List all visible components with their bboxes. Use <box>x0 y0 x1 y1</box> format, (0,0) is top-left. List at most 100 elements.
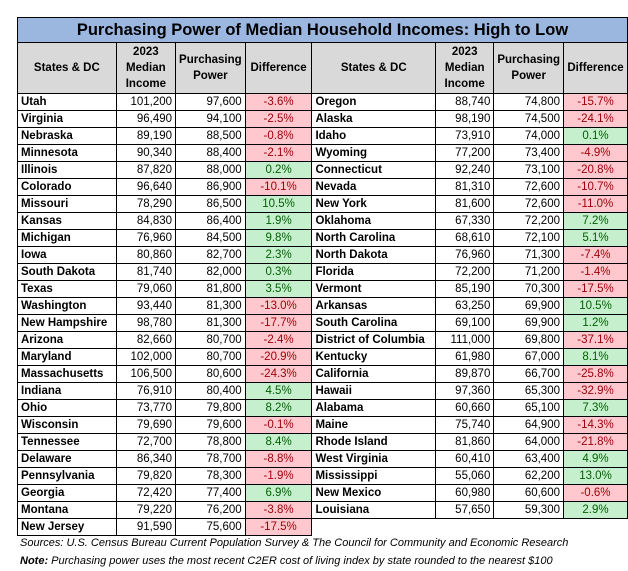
median-income: 89,870 <box>435 365 495 383</box>
purchasing-power: 88,000 <box>175 161 246 179</box>
median-income: 61,980 <box>435 348 495 366</box>
median-income: 79,060 <box>115 280 177 298</box>
median-income: 97,360 <box>435 382 495 400</box>
median-income: 87,820 <box>115 161 177 179</box>
state-name: New Mexico <box>311 484 437 502</box>
median-income: 78,290 <box>115 195 177 213</box>
median-income: 98,780 <box>115 314 177 332</box>
purchasing-power: 81,300 <box>175 314 246 332</box>
purchasing-power: 80,600 <box>175 365 246 383</box>
median-income: 67,330 <box>435 212 495 230</box>
difference: -3.8% <box>244 501 313 519</box>
purchasing-power: 88,500 <box>175 127 246 145</box>
difference: 4.9% <box>563 450 628 468</box>
table-row: Pennsylvania 79,820 78,300 -1.9% Mississippi… <box>17 467 628 485</box>
difference: -17.5% <box>563 280 628 298</box>
state-name: Nebraska <box>17 127 117 145</box>
difference: 3.5% <box>244 280 313 298</box>
median-income: 82,660 <box>115 331 177 349</box>
note-label: Note: <box>20 555 49 567</box>
table-row: South Dakota 81,740 82,000 0.3% Florida 72,20… <box>17 263 628 281</box>
purchasing-power: 69,900 <box>493 314 564 332</box>
median-income: 79,820 <box>115 467 177 485</box>
difference: 0.3% <box>244 263 313 281</box>
purchasing-power: 86,900 <box>175 178 246 196</box>
table-row: Maryland 102,000 80,700 -20.9% Kentucky 61,98… <box>17 348 628 366</box>
state-name: Arkansas <box>311 297 437 315</box>
median-income: 79,690 <box>115 416 177 434</box>
purchasing-power: 62,200 <box>493 467 564 485</box>
table-row: Georgia 72,420 77,400 6.9% New Mexico 60,980 6… <box>17 484 628 502</box>
difference: 5.1% <box>563 229 628 247</box>
header-median-income: 2023 Median Income <box>115 42 177 94</box>
purchasing-power: 71,200 <box>493 263 564 281</box>
difference: 1.9% <box>244 212 313 230</box>
note-text: Purchasing power uses the most recent C2… <box>48 555 553 567</box>
table-row: Illinois 87,820 88,000 0.2% Connecticut 92,24… <box>17 161 628 179</box>
purchasing-power: 81,300 <box>175 297 246 315</box>
state-name: South Dakota <box>17 263 117 281</box>
difference: -20.8% <box>563 161 628 179</box>
median-income: 88,740 <box>435 93 495 111</box>
state-name: Indiana <box>17 382 117 400</box>
state-name: Minnesota <box>17 144 117 162</box>
difference: 10.5% <box>244 195 313 213</box>
difference: 8.1% <box>563 348 628 366</box>
purchasing-power: 94,100 <box>175 110 246 128</box>
median-income: 106,500 <box>115 365 177 383</box>
difference: -3.6% <box>244 93 313 111</box>
table-row: Colorado 96,640 86,900 -10.1% Nevada 81,310 72… <box>17 178 628 196</box>
state-name: Kentucky <box>311 348 437 366</box>
table-row: Minnesota 90,340 88,400 -2.1% Wyoming 77,200 7… <box>17 144 628 162</box>
median-income: 98,190 <box>435 110 495 128</box>
state-name: Georgia <box>17 484 117 502</box>
state-name: Iowa <box>17 246 117 264</box>
difference: 9.8% <box>244 229 313 247</box>
difference: -24.1% <box>563 110 628 128</box>
purchasing-power: 88,400 <box>175 144 246 162</box>
state-name: Missouri <box>17 195 117 213</box>
state-name: Texas <box>17 280 117 298</box>
table-row: Virginia 96,490 94,100 -2.5% Alaska 98,190 74,… <box>17 110 628 128</box>
median-income: 96,490 <box>115 110 177 128</box>
state-name: Vermont <box>311 280 437 298</box>
difference: 13.0% <box>563 467 628 485</box>
difference: -25.8% <box>563 365 628 383</box>
difference: -7.4% <box>563 246 628 264</box>
difference: -2.4% <box>244 331 313 349</box>
difference: -2.1% <box>244 144 313 162</box>
median-income: 76,910 <box>115 382 177 400</box>
difference: -37.1% <box>563 331 628 349</box>
table-row: Iowa 80,860 82,700 2.3% North Dakota 76,960 71… <box>17 246 628 264</box>
median-income: 69,100 <box>435 314 495 332</box>
table-row: Utah 101,200 97,600 -3.6% Oregon 88,740 74,800… <box>17 93 628 111</box>
median-income: 89,190 <box>115 127 177 145</box>
purchasing-power: 78,700 <box>175 450 246 468</box>
purchasing-power: 72,100 <box>493 229 564 247</box>
purchasing-power: 80,400 <box>175 382 246 400</box>
state-name: Louisiana <box>311 501 437 519</box>
state-name: Washington <box>17 297 117 315</box>
purchasing-power: 63,400 <box>493 450 564 468</box>
footnote: Note: Purchasing power uses the most rec… <box>20 555 553 567</box>
median-income: 90,340 <box>115 144 177 162</box>
difference: -10.7% <box>563 178 628 196</box>
state-name: Tennessee <box>17 433 117 451</box>
difference: 8.4% <box>244 433 313 451</box>
difference: 0.1% <box>563 127 628 145</box>
difference: -32.9% <box>563 382 628 400</box>
median-income: 102,000 <box>115 348 177 366</box>
state-name: West Virginia <box>311 450 437 468</box>
state-name: Wyoming <box>311 144 437 162</box>
table-row: Kansas 84,830 86,400 1.9% Oklahoma 67,330 72,2… <box>17 212 628 230</box>
difference: 2.3% <box>244 246 313 264</box>
median-income: 72,200 <box>435 263 495 281</box>
purchasing-power: 82,000 <box>175 263 246 281</box>
median-income: 84,830 <box>115 212 177 230</box>
difference: -24.3% <box>244 365 313 383</box>
median-income: 55,060 <box>435 467 495 485</box>
state-name: New York <box>311 195 437 213</box>
table-row: Washington 93,440 81,300 -13.0% Arkansas 63,2… <box>17 297 628 315</box>
state-name: District of Columbia <box>311 331 437 349</box>
header-state: States & DC <box>17 42 117 94</box>
